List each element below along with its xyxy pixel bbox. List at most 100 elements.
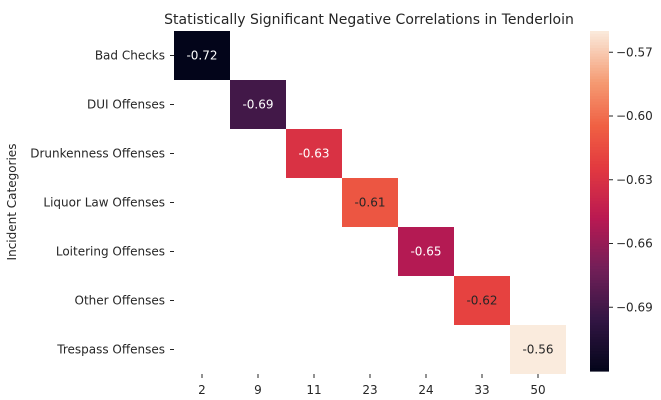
colorbar-band (590, 339, 609, 344)
x-tick-label: 50 (530, 383, 545, 397)
colorbar-band (590, 280, 609, 284)
cell-value-label: -0.69 (242, 98, 273, 112)
colorbar-band (590, 311, 609, 315)
colorbar-band (590, 218, 609, 222)
colorbar-band (590, 226, 609, 230)
colorbar-band (590, 147, 609, 151)
colorbar-band (590, 141, 609, 145)
x-tick-label: 33 (474, 383, 489, 397)
colorbar-band (590, 235, 609, 239)
colorbar-band (590, 118, 609, 123)
colorbar-band (590, 101, 609, 106)
colorbar-band (590, 223, 609, 228)
colorbar-band (590, 155, 609, 160)
colorbar-band (590, 121, 609, 126)
colorbar-band (590, 240, 609, 245)
colorbar-band (590, 334, 609, 338)
colorbar-band (590, 354, 609, 358)
colorbar-band (590, 317, 609, 321)
colorbar-band (590, 359, 609, 364)
colorbar-band (590, 158, 609, 162)
x-axis: 2 9 11 23 24 33 50 (198, 374, 546, 397)
colorbar-band (590, 215, 609, 219)
colorbar-band (590, 62, 609, 66)
colorbar-band (590, 178, 609, 182)
colorbar-band (590, 84, 609, 89)
colorbar-band (590, 53, 609, 58)
cell-value-label: -0.62 (466, 294, 497, 308)
colorbar-band (590, 249, 609, 253)
colorbar-band (590, 305, 609, 310)
heatmap-cell (510, 325, 566, 374)
colorbar-band (590, 127, 609, 131)
y-axis-label: Incident Categories (5, 144, 19, 261)
heatmap-cell (342, 178, 398, 227)
colorbar-band (590, 220, 609, 225)
colorbar-band (590, 201, 609, 205)
y-tick-label: DUI Offenses (87, 98, 165, 112)
colorbar-band (590, 322, 609, 327)
colorbar-tick-label: −0.66 (616, 237, 653, 251)
colorbar-band (590, 356, 609, 361)
colorbar-band (590, 82, 609, 86)
colorbar-band (590, 104, 609, 109)
y-tick-label: Loitering Offenses (56, 245, 165, 259)
colorbar-band (590, 362, 609, 366)
colorbar-band (590, 274, 609, 279)
colorbar-band (590, 320, 609, 324)
colorbar-band (590, 172, 609, 177)
colorbar-tick-label: −0.57 (616, 45, 653, 59)
colorbar-band (590, 124, 609, 128)
y-tick-label: Liquor Law Offenses (43, 196, 165, 210)
y-tick-label: Drunkenness Offenses (30, 147, 165, 161)
colorbar-band (590, 152, 609, 157)
colorbar-band (590, 48, 609, 52)
colorbar-band (590, 271, 609, 276)
colorbar-band (590, 31, 609, 35)
colorbar-band (590, 189, 609, 194)
colorbar-band (590, 308, 609, 313)
colorbar-band (590, 277, 609, 281)
colorbar-band (590, 237, 609, 242)
colorbar-band (590, 50, 609, 55)
colorbar-band (590, 161, 609, 165)
x-tick-label: 24 (418, 383, 433, 397)
x-tick-label: 2 (198, 383, 206, 397)
colorbar-band (590, 133, 609, 137)
colorbar-band (590, 209, 609, 213)
heatmap-cell (174, 31, 230, 80)
colorbar-band (590, 36, 609, 41)
colorbar-band (590, 243, 609, 247)
colorbar-band (590, 198, 609, 202)
colorbar-band (590, 184, 609, 188)
colorbar-band (590, 212, 609, 216)
colorbar-band (590, 314, 609, 318)
colorbar-band (590, 206, 609, 211)
x-tick-label: 23 (362, 383, 377, 397)
colorbar-band (590, 130, 609, 134)
colorbar-band (590, 345, 609, 349)
heatmap-cell (230, 80, 286, 129)
colorbar-band (590, 254, 609, 259)
heatmap-cell (398, 227, 454, 276)
colorbar-band (590, 269, 609, 273)
cell-value-label: -0.56 (522, 343, 553, 357)
colorbar-tick-label: −0.63 (616, 173, 653, 187)
colorbar-band (590, 93, 609, 97)
colorbar-band (590, 59, 609, 63)
chart-title: Statistically Significant Negative Corre… (164, 12, 574, 28)
colorbar-band (590, 257, 609, 262)
y-tick-label: Bad Checks (95, 49, 165, 63)
colorbar-band (590, 79, 609, 83)
colorbar-band (590, 150, 609, 154)
y-axis: Bad Checks DUI Offenses Drunkenness Offens… (30, 49, 174, 357)
colorbar-band (590, 348, 609, 352)
colorbar-band (590, 283, 609, 287)
colorbar-band (590, 294, 609, 298)
colorbar-band (590, 73, 609, 77)
colorbar-band (590, 263, 609, 267)
colorbar-band (590, 297, 609, 301)
colorbar-band (590, 325, 609, 330)
colorbar-band (590, 175, 609, 179)
colorbar-band (590, 70, 609, 75)
